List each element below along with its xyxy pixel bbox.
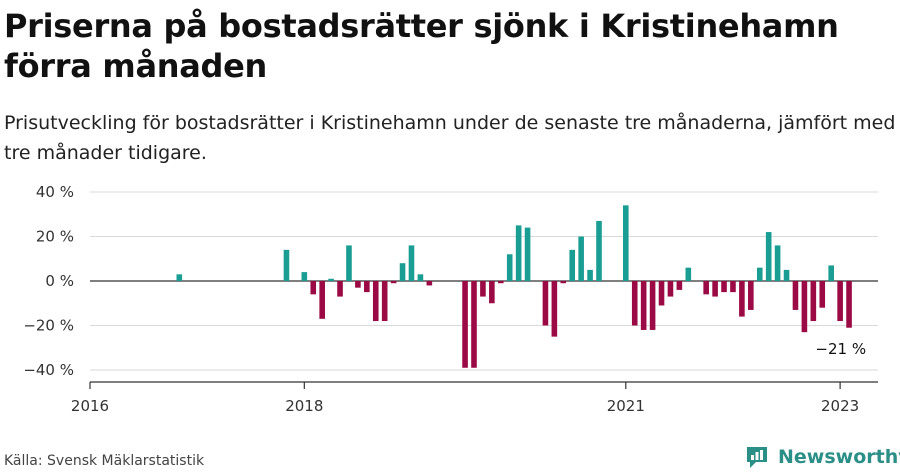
bar-2018-04	[328, 278, 334, 281]
bar-2020-10	[596, 220, 602, 281]
bar-2021-11	[712, 281, 718, 297]
bar-2020-07	[569, 249, 576, 281]
bar-2017-11	[283, 249, 290, 281]
x-tick-label: 2021	[607, 397, 645, 415]
bar-2022-06	[774, 245, 781, 281]
bar-2019-08	[471, 281, 477, 368]
bar-2020-05	[551, 281, 558, 337]
bar-2019-10	[489, 281, 495, 304]
y-tick-label: 0 %	[45, 272, 74, 290]
bar-2018-08	[364, 281, 370, 293]
bar-2021-04	[649, 281, 656, 330]
x-tick-label: 2016	[71, 397, 109, 415]
bar-2019-01	[408, 245, 415, 281]
brand-logo: Newsworthy	[744, 441, 900, 473]
page-title: Priserna på bostadsrätter sjönk i Kristi…	[4, 7, 839, 85]
bar-2018-06	[346, 245, 352, 281]
bar-2018-03	[319, 281, 325, 319]
bar-2020-02	[524, 227, 531, 281]
source-note: Källa: Svensk Mäklarstatistik	[4, 453, 205, 469]
bar-2019-09	[480, 281, 486, 297]
y-tick-label: −20 %	[23, 317, 74, 335]
bar-2018-07	[355, 281, 361, 288]
x-tick-label: 2023	[821, 397, 859, 415]
bar-2022-04	[756, 267, 763, 281]
page-subtitle: Prisutveckling för bostadsrätter i Krist…	[4, 112, 896, 164]
bar-2018-02	[310, 281, 317, 295]
bar-2022-03	[748, 281, 754, 310]
bar-2019-02	[417, 274, 424, 281]
bar-2022-08	[792, 281, 799, 310]
bar-2021-10	[703, 281, 709, 295]
bar-2021-07	[676, 281, 683, 290]
bar-2022-10	[810, 281, 817, 322]
last-value-label: −21 %	[815, 340, 866, 358]
bar-2020-01	[515, 225, 522, 282]
bar-2021-01	[623, 205, 629, 281]
bar-2018-10	[381, 281, 388, 322]
bar-2018-12	[399, 263, 406, 281]
bar-2021-08	[685, 267, 692, 281]
x-tick-label: 2018	[285, 397, 323, 415]
bar-2016-11	[176, 274, 183, 281]
bar-2022-05	[765, 232, 772, 281]
axis-layer	[89, 381, 878, 389]
brand-name: Newsworthy	[778, 446, 900, 468]
label-layer: 40 % 20 % 0 % −20 % −40 % 2016 2018 2021 2023 −21…	[23, 183, 866, 415]
bar-2020-09	[587, 269, 593, 282]
y-tick-label: 20 %	[36, 228, 74, 246]
bar-2022-09	[801, 281, 808, 333]
bar-2019-07	[462, 281, 468, 368]
bar-2022-11	[819, 281, 826, 308]
y-tick-label: −40 %	[23, 361, 74, 379]
bar-2022-01	[730, 281, 736, 293]
bar-layer	[176, 205, 852, 368]
bar-2019-11	[497, 281, 504, 284]
bar-2021-03	[640, 281, 647, 330]
bar-2021-02	[631, 281, 638, 326]
bar-2020-04	[542, 281, 549, 326]
bar-2020-08	[578, 236, 584, 281]
bar-2021-12	[721, 281, 727, 293]
bar-2020-06	[560, 281, 567, 284]
newsworthy-logo-icon	[747, 447, 767, 468]
bar-2019-03	[426, 281, 433, 286]
bar-2023-01	[837, 281, 843, 322]
bar-2021-05	[658, 281, 665, 306]
bar-undefined	[846, 281, 852, 328]
bar-2018-09	[372, 281, 379, 322]
bar-2022-07	[783, 269, 790, 282]
bar-2018-01	[301, 272, 308, 281]
bar-2021-06	[667, 281, 674, 297]
bar-2018-11	[390, 281, 397, 284]
bar-2019-12	[506, 254, 513, 281]
bar-2022-02	[739, 281, 745, 317]
bar-2022-12	[828, 265, 834, 281]
y-tick-label: 40 %	[36, 183, 74, 201]
bar-2018-05	[337, 281, 343, 297]
